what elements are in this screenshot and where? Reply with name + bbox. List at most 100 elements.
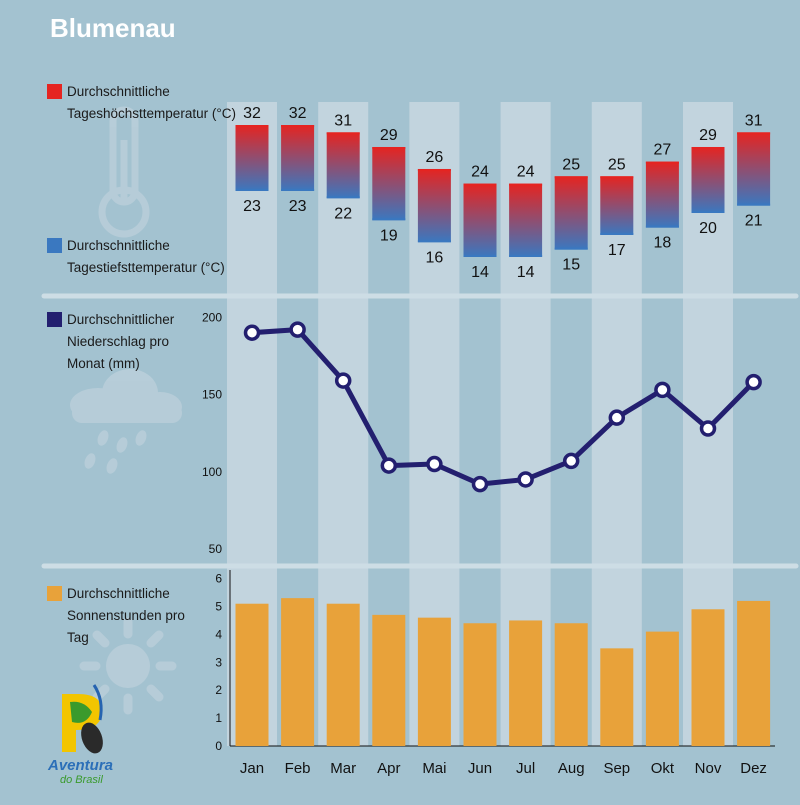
logo-text-do-brasil: do Brasil bbox=[60, 774, 103, 786]
sun-bar-jan bbox=[235, 603, 269, 746]
legend-swatch-sunshine bbox=[47, 586, 62, 601]
precipitation-chart: 50 100 150 200 bbox=[202, 310, 762, 556]
month-axis: Jan Feb Mar Apr Mai Jun Jul Aug Sep Okt Nov Dez bbox=[240, 760, 767, 777]
precip-point-jun bbox=[471, 475, 489, 493]
temp-high-label-mar: 31 bbox=[334, 112, 352, 129]
sun-bar-okt bbox=[645, 631, 679, 746]
month-label-sep: Sep bbox=[603, 760, 630, 777]
temp-high-label-jun: 24 bbox=[471, 164, 489, 181]
temp-range-bar-jan bbox=[235, 125, 269, 191]
month-label-apr: Apr bbox=[377, 760, 400, 777]
temp-range-bar-jun bbox=[463, 183, 497, 257]
precip-point-jul bbox=[517, 471, 534, 488]
sun-tick-1: 1 bbox=[215, 711, 222, 725]
month-label-feb: Feb bbox=[285, 760, 311, 777]
sun-bar-jun bbox=[463, 623, 497, 746]
precip-point-okt bbox=[654, 381, 671, 399]
precip-point-aug bbox=[562, 452, 580, 470]
month-label-jun: Jun bbox=[468, 760, 492, 777]
sun-bar-apr bbox=[372, 614, 406, 746]
sun-tick-5: 5 bbox=[215, 600, 222, 614]
legend-low-temp-line2: Tagestiefsttemperatur (°C) bbox=[67, 260, 225, 275]
legend-swatch-precipitation bbox=[47, 312, 62, 327]
sun-tick-4: 4 bbox=[215, 627, 222, 641]
sun-bar-sep bbox=[600, 648, 634, 746]
temp-low-label-jun: 14 bbox=[471, 264, 489, 281]
temp-low-label-apr: 19 bbox=[380, 227, 398, 244]
temp-high-label-apr: 29 bbox=[380, 127, 398, 144]
sun-icon bbox=[79, 617, 177, 715]
temp-high-label-okt: 27 bbox=[654, 142, 672, 159]
legend-low-temp-line1: Durchschnittliche bbox=[67, 238, 170, 253]
legend-swatch-high-temp bbox=[47, 84, 62, 99]
precip-point-dez bbox=[745, 373, 762, 391]
temp-high-label-jul: 24 bbox=[517, 164, 535, 181]
temp-low-label-dez: 21 bbox=[745, 213, 763, 230]
temp-range-bar-nov bbox=[691, 146, 725, 213]
temp-high-label-feb: 32 bbox=[289, 105, 307, 122]
legend-precipitation-line1: Durchschnittlicher bbox=[67, 312, 175, 327]
month-label-mar: Mar bbox=[330, 760, 356, 777]
precip-point-mai bbox=[426, 455, 443, 473]
temp-high-label-jan: 32 bbox=[243, 105, 261, 122]
month-label-nov: Nov bbox=[695, 760, 722, 777]
legend-sunshine-line1: Durchschnittliche bbox=[67, 586, 170, 601]
legend-high-temp-line1: Durchschnittliche bbox=[67, 84, 170, 99]
logo-text-aventura: Aventura bbox=[47, 757, 113, 774]
legend-sunshine-line3: Tag bbox=[67, 630, 89, 645]
temp-high-label-dez: 31 bbox=[745, 112, 763, 129]
sun-tick-2: 2 bbox=[215, 683, 222, 697]
sun-bar-dez bbox=[737, 600, 771, 746]
precip-tick-50: 50 bbox=[209, 542, 223, 556]
month-label-dez: Dez bbox=[740, 760, 767, 777]
precip-point-mar bbox=[334, 372, 352, 389]
temp-low-label-mai: 16 bbox=[426, 249, 444, 266]
temp-high-label-nov: 29 bbox=[699, 127, 717, 144]
temp-low-label-sep: 17 bbox=[608, 242, 626, 259]
temp-high-label-aug: 25 bbox=[562, 156, 580, 173]
month-label-mai: Mai bbox=[422, 760, 446, 777]
temp-high-label-mai: 26 bbox=[426, 149, 444, 166]
sun-bar-aug bbox=[554, 623, 588, 746]
rain-cloud-icon bbox=[70, 369, 182, 474]
precip-point-feb bbox=[289, 321, 306, 338]
temp-low-label-jul: 14 bbox=[517, 264, 535, 281]
sun-bar-nov bbox=[691, 609, 725, 746]
precip-tick-100: 100 bbox=[202, 465, 222, 479]
precip-point-nov bbox=[699, 420, 717, 437]
temp-range-bar-jul bbox=[509, 183, 543, 257]
temp-range-bar-okt bbox=[645, 161, 679, 228]
temp-low-label-mar: 22 bbox=[334, 205, 352, 222]
sun-bar-feb bbox=[281, 598, 315, 746]
temp-low-label-jan: 23 bbox=[243, 198, 261, 215]
temp-low-label-feb: 23 bbox=[289, 198, 307, 215]
temperature-chart: 32 23 32 23 31 22 29 19 26 16 24 14 24 14 25 15 25 17 27 18… bbox=[235, 105, 771, 281]
sun-bar-jul bbox=[509, 620, 543, 746]
precip-tick-150: 150 bbox=[202, 388, 222, 402]
month-label-jan: Jan bbox=[240, 760, 264, 777]
aventura-do-brasil-logo: Aventura do Brasil bbox=[47, 684, 113, 786]
sun-bar-mai bbox=[417, 617, 451, 746]
temp-range-bar-sep bbox=[600, 176, 634, 235]
legend-high-temp-line2: Tageshöchsttemperatur (°C) bbox=[67, 106, 236, 121]
legend-swatch-low-temp bbox=[47, 238, 62, 253]
month-label-jul: Jul bbox=[516, 760, 535, 777]
precip-point-apr bbox=[380, 457, 398, 474]
temp-range-bar-apr bbox=[372, 146, 406, 221]
month-label-okt: Okt bbox=[651, 760, 675, 777]
precip-point-jan bbox=[243, 324, 261, 341]
temp-low-label-nov: 20 bbox=[699, 220, 717, 237]
legend-precipitation-line2: Niederschlag pro bbox=[67, 334, 169, 349]
sun-bar-mar bbox=[326, 603, 360, 746]
precip-point-sep bbox=[608, 409, 626, 426]
legend-sunshine-line2: Sonnenstunden pro bbox=[67, 608, 185, 623]
page-title: Blumenau bbox=[50, 13, 176, 43]
temp-low-label-okt: 18 bbox=[654, 235, 672, 252]
temp-range-bar-mai bbox=[417, 168, 451, 243]
temp-range-bar-mar bbox=[326, 132, 360, 199]
temp-range-bar-dez bbox=[737, 132, 771, 206]
sunshine-chart: 0 1 2 3 4 5 6 bbox=[215, 570, 775, 753]
temp-range-bar-feb bbox=[281, 125, 315, 191]
